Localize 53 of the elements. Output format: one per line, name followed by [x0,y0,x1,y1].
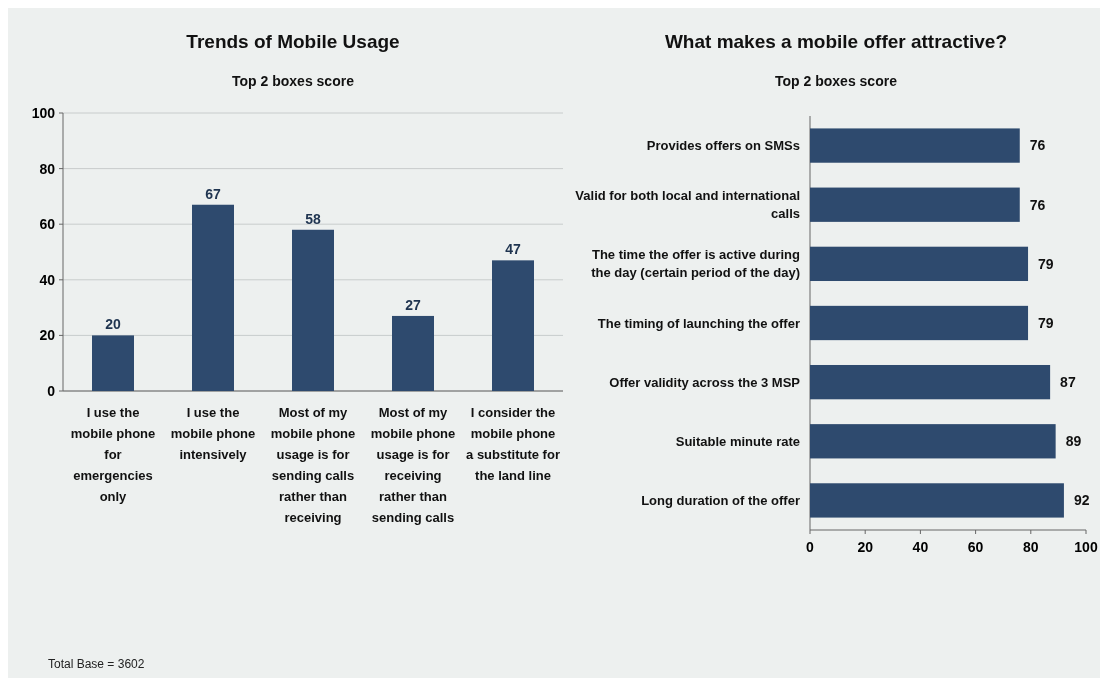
chart-subtitle: Top 2 boxes score [232,73,355,89]
y-tick-label: Offer validity across the 3 MSP [609,374,801,390]
x-tick-label: I use the mobile phone for emergencies only [70,405,156,504]
bar [392,315,434,391]
bar [810,246,1029,282]
data-label: 76 [1029,196,1046,213]
chart-title: Trends of Mobile Usage [186,31,400,52]
data-label: 79 [1038,314,1054,331]
data-label: 79 [1038,255,1054,272]
y-tick-label: Long duration of the offer [641,492,800,508]
x-tick-label: Most of my mobile phone usage is for receiving rather than sending calls [370,405,456,525]
y-tick-label: 0 [47,382,56,399]
y-tick-label: The timing of launching the offer [597,315,800,331]
data-label: 27 [405,296,421,313]
chart-subtitle: Top 2 boxes score [775,73,898,89]
y-tick-label: 20 [39,327,56,344]
bar [810,483,1064,518]
y-tick-label: Provides offers on SMSs [646,138,800,154]
bar [810,187,1020,222]
bar [492,260,534,391]
y-tick-label: 60 [39,216,56,233]
data-label: 47 [505,241,521,258]
bar [192,204,234,391]
x-tick-label: 80 [1023,539,1039,555]
y-tick-label: Suitable minute rate [675,433,800,449]
x-tick-label: 40 [912,539,929,555]
data-label: 92 [1073,492,1090,509]
x-tick-label: Most of my mobile phone usage is for sending calls rather than receiving [270,405,356,525]
data-label: 67 [205,185,221,202]
data-label: 20 [105,316,121,333]
bar [810,128,1020,163]
x-tick-label: I consider the mobile phone a substitute for the land line [466,405,560,483]
bar [810,424,1056,459]
x-tick-label: 20 [857,539,874,555]
bar [810,364,1051,400]
y-tick-label: 40 [39,271,56,288]
bar [92,335,134,391]
data-label: 58 [305,210,321,227]
y-tick-label: 80 [39,160,56,177]
text: Total Base = 3602 [48,657,145,671]
x-tick-label: 100 [1074,539,1098,555]
bar [810,305,1029,341]
chart-title: What makes a mobile offer attractive? [664,31,1008,52]
x-tick-label: 0 [806,539,815,555]
x-tick-label: 60 [967,539,984,555]
x-tick-label: I use the mobile phone intensively [170,405,256,462]
data-label: 89 [1065,433,1082,450]
y-tick-label: 100 [31,104,56,121]
data-label: 87 [1060,374,1076,391]
data-label: 76 [1029,137,1046,154]
y-tick-label: The time the offer is active during the day (certain period of the day) [591,247,801,281]
bar [292,229,334,391]
y-tick-label: Valid for both local and international calls [575,188,800,222]
